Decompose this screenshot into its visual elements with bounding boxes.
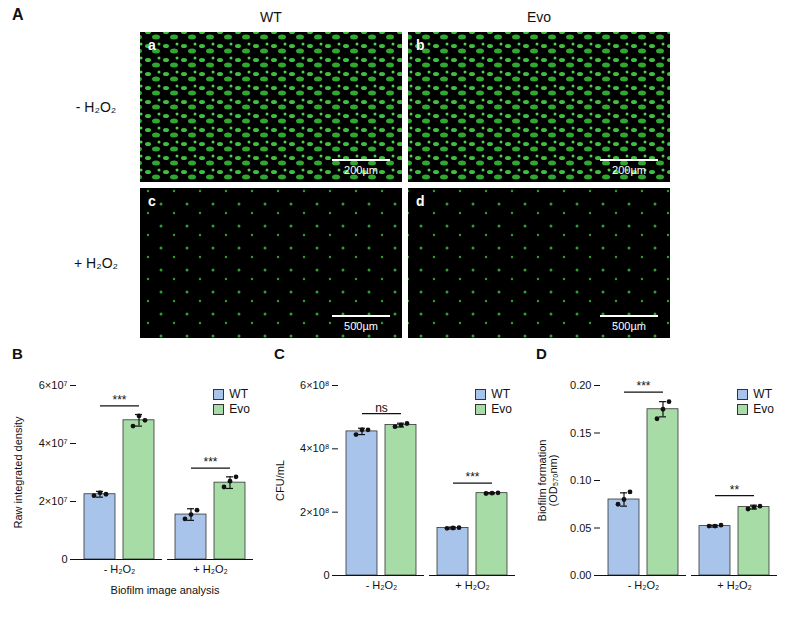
- svg-text:0: 0: [323, 569, 329, 581]
- svg-text:6×10⁷: 6×10⁷: [39, 379, 68, 391]
- svg-text:0: 0: [61, 553, 67, 565]
- html-text:B: B: [12, 345, 23, 362]
- html-text:Evo: Evo: [229, 402, 250, 416]
- svg-text:c: c: [148, 193, 156, 209]
- svg-text:a: a: [148, 37, 156, 53]
- svg-text:b: b: [416, 37, 425, 53]
- svg-text:***: ***: [203, 455, 217, 469]
- svg-text:- H₂O₂: - H₂O₂: [104, 563, 136, 575]
- svg-text:4×10⁸: 4×10⁸: [300, 442, 329, 454]
- svg-text:200µm: 200µm: [344, 164, 378, 176]
- svg-text:4×10⁷: 4×10⁷: [39, 437, 68, 449]
- html-text:WT: WT: [753, 387, 772, 401]
- svg-text:**: **: [730, 483, 740, 497]
- html-text:Evo: Evo: [753, 402, 774, 416]
- svg-text:2×10⁸: 2×10⁸: [300, 506, 329, 518]
- svg-text:Evo: Evo: [527, 9, 551, 25]
- svg-text:***: ***: [465, 470, 479, 484]
- svg-text:200µm: 200µm: [612, 164, 646, 176]
- svg-text:500µm: 500µm: [612, 320, 646, 332]
- svg-text:CFU/mL: CFU/mL: [274, 460, 286, 501]
- svg-text:2×10⁷: 2×10⁷: [39, 495, 68, 507]
- svg-text:d: d: [416, 193, 425, 209]
- svg-text:***: ***: [112, 393, 126, 407]
- html-text:D: D: [536, 345, 547, 362]
- html-text:WT: WT: [491, 387, 510, 401]
- svg-text:+ H₂O₂: + H₂O₂: [455, 579, 490, 591]
- svg-text:0.20: 0.20: [570, 379, 591, 391]
- svg-text:- H₂O₂: - H₂O₂: [628, 579, 660, 591]
- svg-text:- H₂O₂: - H₂O₂: [366, 579, 398, 591]
- svg-text:Biofilm formation(OD₅₇₀nm): Biofilm formation(OD₅₇₀nm): [536, 440, 559, 522]
- svg-text:+ H₂O₂: + H₂O₂: [717, 579, 752, 591]
- svg-text:***: ***: [636, 379, 650, 393]
- html-text:WT: WT: [229, 387, 248, 401]
- svg-text:Raw integrated density: Raw integrated density: [12, 416, 24, 528]
- html-text:Evo: Evo: [491, 402, 512, 416]
- svg-text:0.10: 0.10: [570, 474, 591, 486]
- svg-text:6×10⁸: 6×10⁸: [300, 379, 329, 391]
- svg-text:0.15: 0.15: [570, 427, 591, 439]
- svg-text:0.05: 0.05: [570, 522, 591, 534]
- svg-text:Biofilm image analysis: Biofilm image analysis: [111, 584, 220, 596]
- svg-text:0.00: 0.00: [570, 569, 591, 581]
- svg-text:ns: ns: [375, 401, 388, 415]
- svg-text:WT: WT: [260, 9, 282, 25]
- svg-text:+ H₂O₂: + H₂O₂: [193, 563, 228, 575]
- svg-text:+ H₂O₂: + H₂O₂: [74, 255, 118, 271]
- svg-text:- H₂O₂: - H₂O₂: [76, 99, 116, 115]
- svg-text:500µm: 500µm: [344, 320, 378, 332]
- html-text:C: C: [274, 345, 285, 362]
- svg-text:A: A: [12, 6, 24, 23]
